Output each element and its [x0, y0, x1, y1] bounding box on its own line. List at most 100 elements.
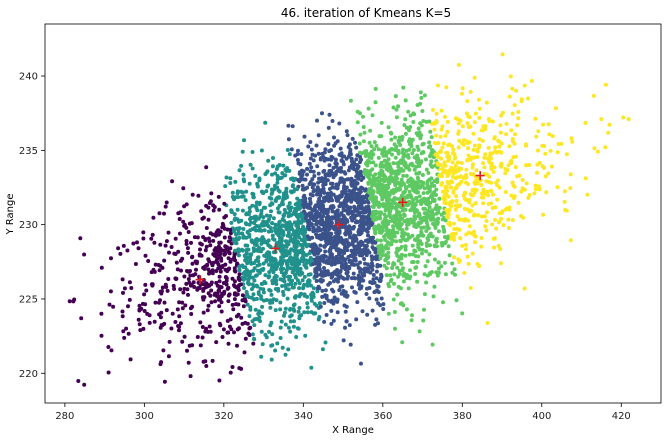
scatter-point — [360, 309, 365, 314]
scatter-point — [556, 142, 561, 146]
scatter-point — [164, 200, 169, 205]
scatter-point — [536, 148, 540, 153]
scatter-point — [212, 292, 217, 297]
scatter-point — [454, 231, 459, 236]
scatter-point — [471, 131, 476, 136]
scatter-point — [484, 219, 489, 223]
scatter-point — [352, 262, 357, 267]
scatter-point — [140, 301, 145, 306]
scatter-point — [500, 52, 505, 57]
scatter-point — [312, 174, 317, 178]
scatter-point — [322, 319, 327, 324]
scatter-point — [434, 211, 439, 216]
scatter-point — [453, 207, 458, 212]
scatter-point — [444, 85, 449, 90]
scatter-point — [440, 124, 445, 129]
scatter-point — [392, 200, 397, 205]
scatter-point — [391, 261, 396, 266]
scatter-point — [526, 195, 531, 200]
scatter-point — [67, 299, 72, 304]
scatter-point — [421, 191, 426, 196]
chart-title: 46. iteration of Kmeans K=5 — [281, 6, 451, 20]
scatter-point — [79, 316, 84, 321]
scatter-point — [354, 213, 359, 218]
scatter-point — [163, 204, 168, 209]
scatter-point — [599, 117, 604, 122]
scatter-point — [481, 124, 486, 129]
scatter-point — [128, 357, 133, 362]
scatter-point — [387, 213, 392, 218]
scatter-point — [251, 268, 256, 273]
scatter-point — [358, 224, 362, 229]
scatter-point — [253, 174, 258, 178]
scatter-point — [285, 148, 290, 152]
scatter-point — [338, 169, 343, 174]
scatter-point — [335, 238, 340, 243]
scatter-point — [514, 154, 518, 159]
scatter-point — [304, 253, 309, 257]
scatter-point — [131, 241, 136, 246]
scatter-point — [193, 259, 198, 264]
scatter-point — [296, 161, 301, 166]
scatter-point — [209, 191, 214, 196]
scatter-point — [412, 248, 417, 253]
scatter-point — [479, 236, 484, 240]
scatter-point — [406, 193, 411, 198]
scatter-point — [352, 162, 357, 167]
scatter-point — [255, 248, 260, 253]
scatter-point — [247, 206, 252, 210]
scatter-point — [350, 226, 355, 230]
scatter-point — [370, 245, 375, 250]
scatter-point — [237, 278, 242, 282]
scatter-point — [309, 296, 314, 301]
y-tick-label: 230 — [19, 220, 38, 231]
scatter-point — [376, 321, 380, 326]
scatter-point — [311, 229, 316, 234]
scatter-point — [344, 319, 349, 324]
scatter-point — [440, 243, 445, 248]
scatter-point — [352, 233, 356, 238]
scatter-point — [361, 223, 366, 227]
scatter-point — [243, 198, 248, 203]
scatter-point — [294, 268, 299, 272]
scatter-point — [456, 145, 461, 150]
scatter-point — [359, 230, 364, 235]
scatter-point — [397, 135, 402, 140]
scatter-point — [377, 175, 382, 180]
scatter-point — [367, 190, 372, 195]
scatter-point — [415, 260, 420, 264]
scatter-point — [344, 294, 349, 299]
scatter-point — [347, 193, 352, 198]
scatter-point — [445, 236, 450, 241]
centroids-layer — [195, 171, 485, 285]
scatter-point — [548, 148, 553, 153]
scatter-point — [484, 179, 489, 184]
scatter-point — [254, 205, 259, 210]
scatter-point — [495, 197, 500, 202]
scatter-point — [275, 206, 280, 211]
scatter-point — [116, 246, 121, 251]
scatter-point — [568, 172, 573, 177]
scatter-point — [282, 251, 287, 255]
scatter-point — [455, 226, 460, 231]
scatter-point — [386, 219, 391, 224]
scatter-point — [278, 300, 283, 305]
scatter-point — [245, 260, 250, 265]
scatter-point — [177, 217, 182, 221]
scatter-point — [371, 273, 376, 277]
scatter-point — [357, 141, 362, 146]
scatter-point — [401, 233, 406, 238]
scatter-point — [428, 144, 433, 149]
scatter-point — [389, 137, 394, 142]
scatter-point — [237, 168, 242, 173]
scatter-point — [483, 127, 488, 132]
scatter-point — [434, 238, 438, 243]
x-tick-label: 300 — [135, 411, 154, 422]
scatter-point — [546, 171, 551, 176]
x-tick-label: 420 — [612, 411, 631, 422]
scatter-point — [494, 226, 499, 231]
scatter-point — [236, 286, 241, 291]
scatter-point — [357, 266, 362, 271]
scatter-point — [219, 309, 224, 314]
scatter-point — [280, 199, 285, 204]
